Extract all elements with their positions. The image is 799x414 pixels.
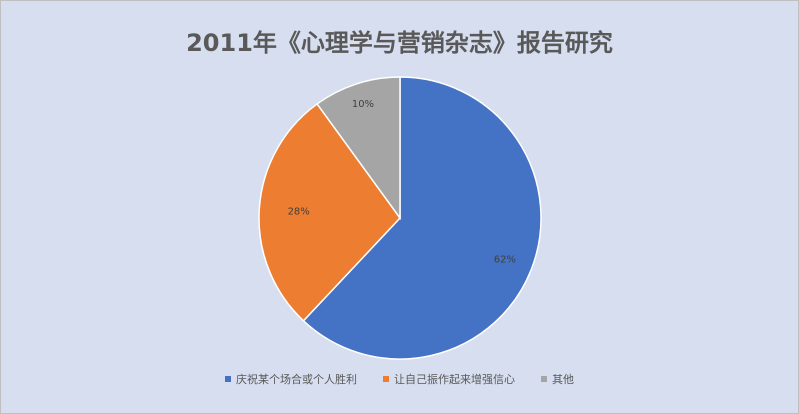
slice-data-label-3: 10% bbox=[352, 99, 374, 110]
legend-entry-1: 庆祝某个场合或个人胜利 bbox=[225, 371, 357, 387]
slice-data-label-2: 28% bbox=[288, 207, 310, 218]
pie-slice-1 bbox=[302, 76, 542, 360]
legend-label-1: 庆祝某个场合或个人胜利 bbox=[236, 373, 357, 386]
legend-label-3: 其他 bbox=[552, 373, 574, 386]
legend-swatch-2 bbox=[383, 376, 389, 382]
legend-swatch-1 bbox=[225, 376, 231, 382]
legend-entry-3: 其他 bbox=[541, 371, 574, 387]
legend-entry-2: 让自己振作起来增强信心 bbox=[383, 371, 515, 387]
legend-label-2: 让自己振作起来增强信心 bbox=[394, 373, 515, 386]
slice-data-label-1: 62% bbox=[494, 255, 516, 266]
legend-swatch-3 bbox=[541, 376, 547, 382]
pie-slice-2 bbox=[258, 102, 401, 322]
pie-slice-3 bbox=[316, 76, 401, 221]
chart-title: 2011年《心理学与营销杂志》报告研究 bbox=[186, 29, 613, 57]
legend: 庆祝某个场合或个人胜利 让自己振作起来增强信心 其他 bbox=[1, 371, 798, 387]
